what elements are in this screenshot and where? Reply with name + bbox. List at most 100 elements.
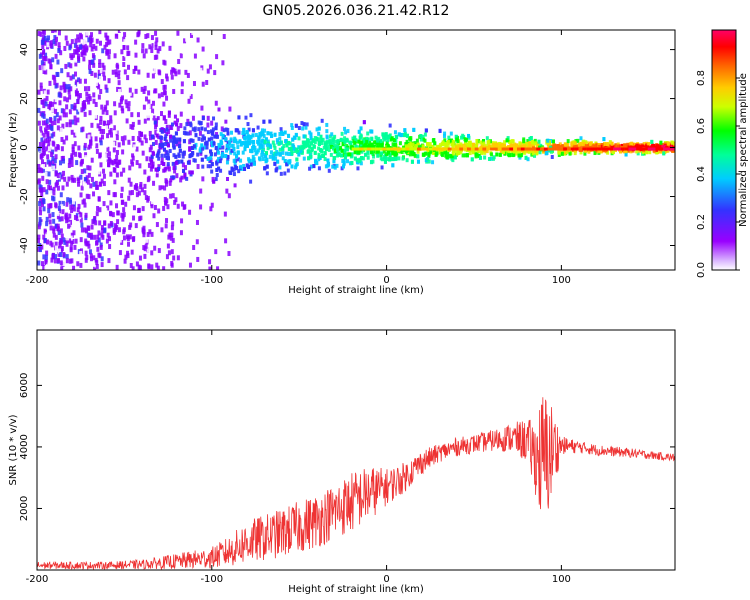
spectrogram-cell bbox=[505, 148, 509, 153]
spectrogram-cell bbox=[486, 147, 491, 151]
spectrogram-cell bbox=[281, 147, 285, 152]
spectrogram-cell bbox=[622, 143, 626, 148]
spectrogram-cell bbox=[157, 93, 161, 99]
spectrogram-cell bbox=[636, 151, 640, 156]
spectrogram-cell bbox=[112, 125, 116, 131]
spectrogram-cell bbox=[71, 239, 75, 245]
spectrogram-cell bbox=[115, 172, 119, 178]
spectrogram-cell bbox=[232, 172, 236, 177]
spectrogram-cell bbox=[151, 197, 155, 203]
colorbar-tick-label: 0.4 bbox=[696, 166, 707, 182]
spectrogram-cell bbox=[52, 186, 56, 192]
spectrogram-cell bbox=[58, 200, 62, 206]
spectrogram-cell bbox=[236, 157, 240, 162]
spectrogram-cell bbox=[120, 193, 124, 199]
spectrogram-cell bbox=[115, 162, 119, 168]
spectrogram-cell bbox=[148, 130, 152, 136]
spectrogram-cell bbox=[42, 61, 46, 67]
spectrogram-cell bbox=[462, 143, 466, 148]
spectrogram-cell bbox=[107, 49, 111, 55]
spectrogram-cell bbox=[83, 145, 87, 151]
spectrogram-cell bbox=[172, 165, 176, 170]
spectrogram-cell bbox=[87, 37, 91, 43]
spectrogram-cell bbox=[37, 163, 41, 169]
spectrogram-cell bbox=[153, 88, 157, 94]
spectrogram-cell bbox=[80, 227, 84, 233]
spectrogram-cell bbox=[345, 138, 349, 143]
spectrogram-cell bbox=[568, 151, 572, 156]
spectrogram-cell bbox=[438, 150, 442, 155]
spectrogram-cell bbox=[171, 237, 175, 243]
spectrogram-cell bbox=[266, 131, 270, 136]
spectrogram-cell bbox=[431, 150, 435, 155]
spectrogram-cell bbox=[366, 155, 370, 160]
spectrogram-cell bbox=[495, 143, 499, 148]
spectrogram-cell bbox=[120, 72, 124, 78]
spectrogram-cell bbox=[72, 53, 76, 59]
spectrogram-cell bbox=[71, 144, 75, 150]
spectrogram-cell bbox=[530, 140, 534, 145]
spectrogram-cell bbox=[76, 207, 80, 213]
spectrogram-cell bbox=[167, 110, 171, 115]
spectrogram-cell bbox=[201, 46, 205, 52]
spectrogram-cell bbox=[222, 128, 226, 133]
spectrogram-cell bbox=[176, 126, 180, 132]
spectrogram-cell bbox=[410, 159, 414, 164]
spectrogram-cell bbox=[160, 227, 164, 233]
colorbar-label: Normalized spectral amplitude bbox=[738, 73, 749, 227]
spectrogram-cell bbox=[67, 89, 71, 95]
spectrogram-cell bbox=[482, 141, 486, 146]
spectrogram-cell bbox=[46, 154, 50, 160]
spectrogram-cell bbox=[233, 161, 237, 166]
spectrogram-cell bbox=[135, 186, 139, 192]
spectrogram-cell bbox=[341, 142, 345, 147]
spectrogram-cell bbox=[44, 101, 48, 107]
spectrogram-cell bbox=[105, 110, 109, 116]
spectrogram-cell bbox=[446, 154, 450, 159]
spectrogram-cell bbox=[54, 146, 58, 152]
spectrogram-cell bbox=[263, 128, 267, 133]
spectrogram-cell bbox=[137, 69, 141, 75]
spectrogram-cell bbox=[229, 137, 233, 142]
spectrogram-cell bbox=[75, 130, 79, 136]
spectrogram-cell bbox=[134, 88, 138, 94]
spectrogram-cell bbox=[40, 99, 44, 105]
spectrogram-cell bbox=[244, 140, 248, 145]
spectrogram-cell bbox=[638, 148, 642, 153]
spectrogram-cell bbox=[219, 132, 223, 137]
spectrogram-cell bbox=[416, 149, 420, 154]
spectrogram-cell bbox=[50, 107, 54, 113]
spectrogram-cell bbox=[51, 254, 55, 260]
spectrogram-cell bbox=[547, 147, 552, 151]
spectrogram-cell bbox=[136, 32, 140, 38]
spectrogram-cell bbox=[397, 156, 401, 161]
spectrogram-cell bbox=[102, 120, 106, 126]
x-tick-label: 0 bbox=[383, 275, 389, 286]
spectrogram-cell bbox=[49, 90, 53, 96]
spectrogram-cell bbox=[85, 91, 89, 97]
spectrogram-cell bbox=[138, 163, 142, 169]
spectrogram-cell bbox=[526, 139, 530, 144]
spectrogram-cell bbox=[59, 92, 63, 98]
spectrogram-cell bbox=[182, 150, 186, 155]
spectrogram-cell bbox=[170, 122, 174, 127]
spectrogram-cell bbox=[115, 62, 119, 68]
spectrogram-cell bbox=[64, 63, 68, 69]
spectrogram-cell bbox=[89, 136, 93, 142]
spectrogram-cell bbox=[610, 141, 614, 146]
spectrogram-cell bbox=[70, 207, 74, 213]
spectrogram-cell bbox=[38, 217, 42, 223]
spectrogram-cell bbox=[229, 171, 233, 176]
spectrogram-cell bbox=[544, 151, 548, 156]
spectrogram-cell bbox=[89, 183, 93, 189]
y-tick-label: -40 bbox=[19, 237, 30, 253]
spectrogram-cell bbox=[359, 144, 363, 149]
spectrogram-cell bbox=[434, 152, 438, 157]
spectrogram-cell bbox=[112, 59, 116, 65]
spectrogram-cell bbox=[160, 160, 164, 165]
spectrogram-cell bbox=[95, 263, 99, 269]
spectrogram-cell bbox=[411, 149, 415, 154]
spectrogram-cell bbox=[367, 147, 372, 151]
spectrogram-cell bbox=[648, 150, 652, 155]
